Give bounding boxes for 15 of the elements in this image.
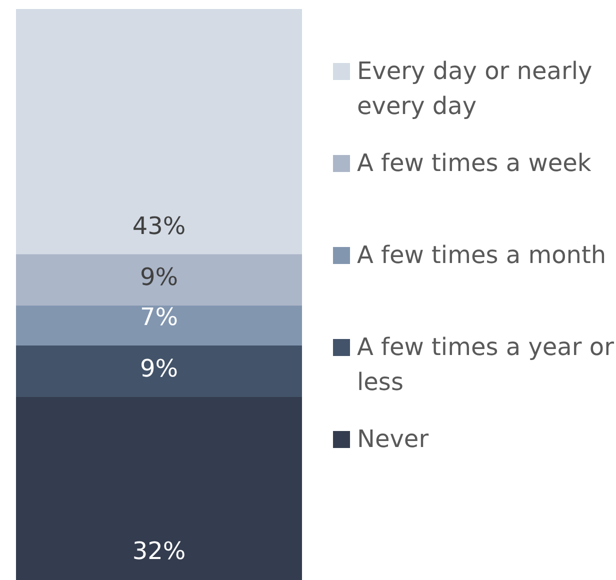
bar (16, 306, 302, 346)
legend-label: Every day or nearly every day (357, 56, 594, 122)
legend-label: Never (357, 424, 430, 455)
data-label: 9% (140, 263, 178, 292)
bar (16, 346, 302, 398)
legend-label: A few times a month (357, 240, 608, 271)
bar (16, 396, 302, 580)
bar (16, 9, 302, 255)
data-label: 9% (140, 354, 178, 383)
data-label: 43% (132, 212, 186, 240)
legend-label: A few times a year or less (357, 332, 615, 398)
bar (16, 254, 302, 306)
data-label: 32% (132, 537, 186, 566)
legend-label: A few times a week (357, 148, 592, 179)
data-label: 7% (140, 303, 178, 332)
